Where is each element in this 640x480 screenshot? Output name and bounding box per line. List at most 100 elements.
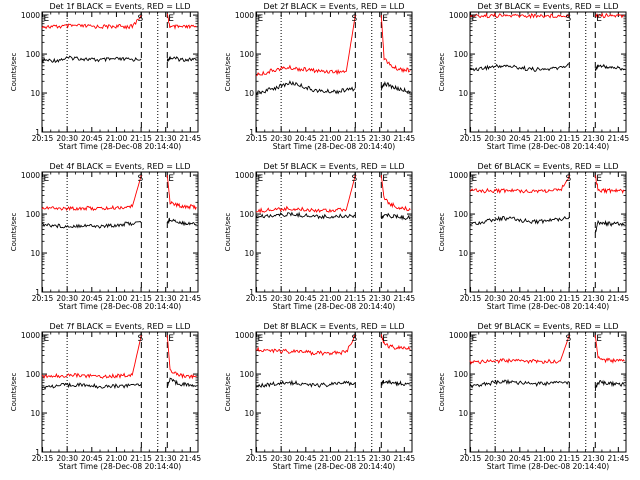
y-axis-label: Counts/sec [10,373,18,412]
event-marker-s: S [137,14,143,24]
x-tick-label: 21:00 [534,454,556,463]
plot-frame [469,331,627,453]
event-marker-s: S [351,174,357,184]
events-series-line [166,55,197,63]
y-tick-label: 1000 [449,171,468,180]
plot-frame [41,331,199,453]
event-marker-s: S [137,334,143,344]
event-marker-s: S [565,334,571,344]
x-tick-label: 20:30 [484,134,506,143]
y-tick-label: 1 [249,288,254,297]
y-axis-label: Counts/sec [438,53,446,92]
plot-frame [255,171,413,293]
event-marker-e: E [471,334,477,344]
y-tick-label: 1 [249,448,254,457]
x-tick-label: 21:45 [608,134,630,143]
event-marker-e: E [168,14,174,24]
panel-title: Det 2f BLACK = Events, RED = LLD [263,2,404,11]
x-axis-label: Start Time (28-Dec-08 20:14:40) [273,142,395,151]
x-tick-label: 21:45 [180,134,202,143]
lld-series-line [166,335,197,380]
y-axis-label: Counts/sec [224,213,232,252]
panel-title: Det 9f BLACK = Events, RED = LLD [477,322,618,331]
x-tick-label: 20:15 [32,134,54,143]
y-axis-label: Counts/sec [438,213,446,252]
y-tick-label: 100 [454,210,469,219]
events-series-line [594,63,625,72]
x-tick-label: 20:30 [484,294,506,303]
y-tick-label: 1 [463,288,468,297]
x-axis-label: Start Time (28-Dec-08 20:14:40) [487,302,609,311]
x-axis-label: Start Time (28-Dec-08 20:14:40) [59,142,181,151]
y-tick-label: 100 [240,370,255,379]
lld-series-line [380,334,411,350]
y-tick-label: 100 [240,210,255,219]
events-series-line [41,220,142,229]
event-marker-e: E [596,334,602,344]
x-tick-label: 21:00 [106,454,128,463]
event-marker-e: E [168,334,174,344]
event-marker-e: E [257,334,263,344]
event-marker-s: S [565,14,571,24]
x-tick-label: 20:15 [460,294,482,303]
x-tick-label: 20:45 [295,134,317,143]
x-tick-label: 20:45 [509,294,531,303]
x-tick-label: 21:30 [155,454,177,463]
x-tick-label: 21:00 [106,294,128,303]
x-tick-label: 21:30 [369,454,391,463]
x-tick-label: 21:45 [180,454,202,463]
x-axis-label: Start Time (28-Dec-08 20:14:40) [273,462,395,471]
y-tick-label: 100 [26,370,41,379]
panel-2: Det 2f BLACK = Events, RED = LLD 1 10 100 10… [224,2,415,151]
lld-series-line [255,15,356,77]
panel-title: Det 6f BLACK = Events, RED = LLD [477,162,618,171]
x-tick-label: 21:00 [534,294,556,303]
x-tick-label: 21:15 [558,134,580,143]
events-series-line [469,215,570,226]
x-tick-label: 20:15 [246,294,268,303]
x-tick-label: 21:15 [558,294,580,303]
x-tick-label: 20:30 [270,134,292,143]
x-tick-label: 21:30 [583,294,605,303]
y-tick-label: 10 [458,409,468,418]
y-axis-label: Counts/sec [224,373,232,412]
y-tick-label: 1 [35,128,40,137]
x-tick-label: 21:45 [608,454,630,463]
events-series-line [469,378,570,389]
plot-frame [255,11,413,133]
x-tick-label: 21:45 [180,294,202,303]
panel-3: Det 3f BLACK = Events, RED = LLD 1 10 100 10… [438,2,629,151]
lld-series-line [469,12,570,20]
events-series-line [380,212,411,221]
x-tick-label: 20:30 [56,294,78,303]
x-tick-label: 20:45 [509,454,531,463]
y-tick-label: 1000 [449,331,468,340]
panel-title: Det 8f BLACK = Events, RED = LLD [263,322,404,331]
panel-title: Det 4f BLACK = Events, RED = LLD [49,162,190,171]
events-series-line [469,63,570,72]
y-tick-label: 1 [35,288,40,297]
x-tick-label: 21:15 [344,294,366,303]
y-tick-label: 100 [26,210,41,219]
x-tick-label: 20:15 [32,454,54,463]
x-tick-label: 20:45 [81,134,103,143]
x-tick-label: 21:45 [394,454,416,463]
panel-6: Det 6f BLACK = Events, RED = LLD 1 10 100 10… [438,162,629,311]
y-tick-label: 1000 [235,11,254,20]
x-tick-label: 20:45 [81,294,103,303]
events-series-line [41,382,142,390]
lld-series-line [469,174,570,194]
events-series-line [166,217,197,227]
x-tick-label: 20:45 [509,134,531,143]
x-tick-label: 21:15 [344,134,366,143]
y-axis-label: Counts/sec [438,373,446,412]
lld-series-line [41,174,142,212]
x-tick-label: 21:00 [320,134,342,143]
y-tick-label: 10 [244,89,254,98]
event-marker-e: E [43,174,49,184]
y-axis-label: Counts/sec [10,213,18,252]
events-series-line [255,379,356,388]
x-axis-label: Start Time (28-Dec-08 20:14:40) [59,302,181,311]
x-tick-label: 21:15 [130,134,152,143]
